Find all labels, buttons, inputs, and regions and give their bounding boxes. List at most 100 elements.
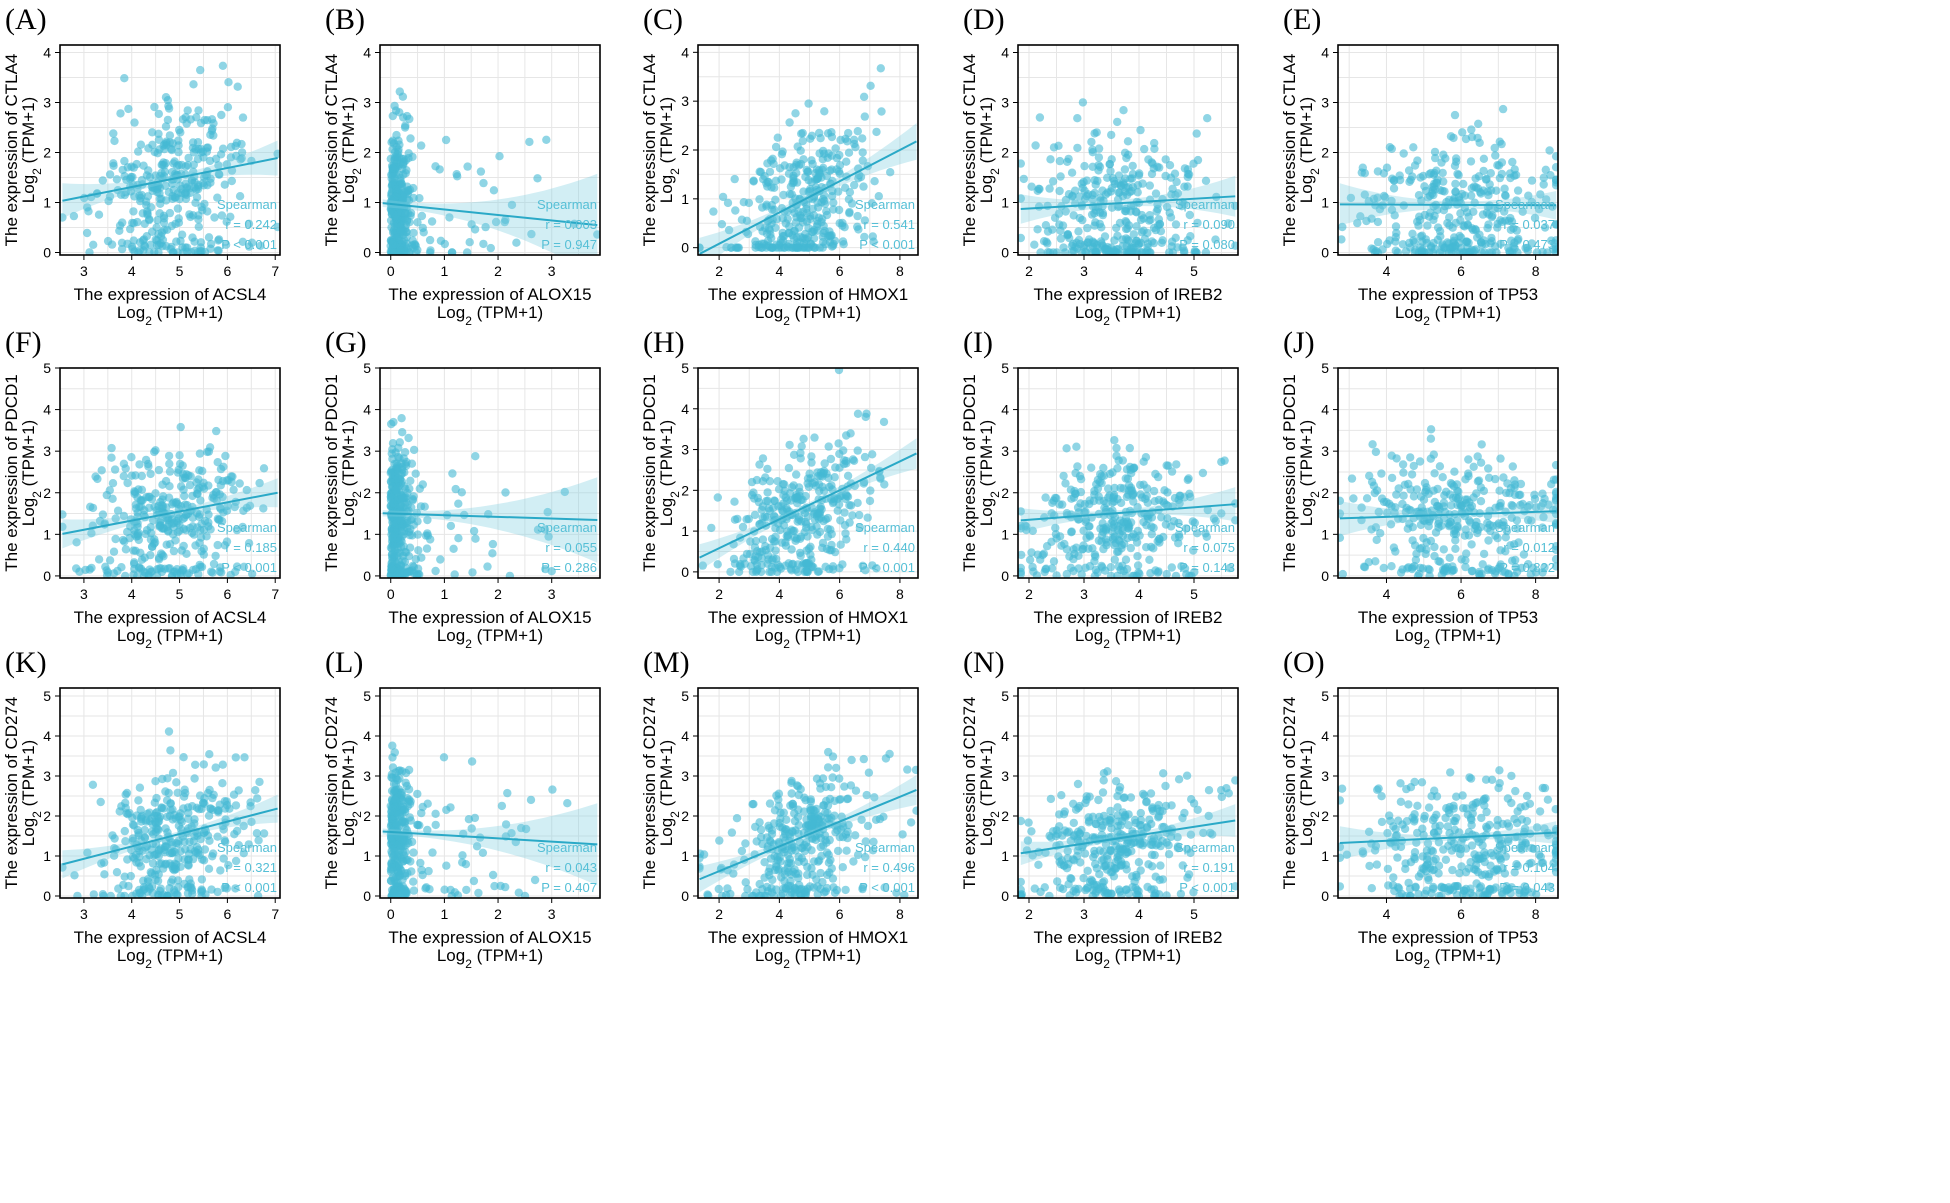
- data-point: [134, 147, 143, 156]
- data-point: [1527, 516, 1536, 525]
- data-point: [234, 786, 243, 795]
- data-point: [1104, 484, 1113, 493]
- data-point: [1175, 491, 1184, 500]
- data-point: [231, 856, 241, 866]
- data-point: [169, 518, 179, 528]
- data-point: [401, 169, 410, 178]
- data-point: [818, 155, 827, 164]
- data-point: [155, 859, 164, 868]
- data-point: [191, 541, 200, 550]
- stat-method: Spearman: [855, 520, 915, 535]
- data-point: [851, 143, 860, 152]
- data-point: [111, 534, 120, 544]
- data-point: [1056, 172, 1065, 181]
- data-point: [760, 512, 770, 521]
- data-point: [867, 199, 877, 208]
- fit-line: [382, 830, 598, 846]
- data-point: [775, 562, 785, 572]
- data-point: [698, 561, 707, 570]
- data-point: [1346, 193, 1356, 203]
- data-point: [1047, 537, 1056, 546]
- data-point: [1201, 176, 1211, 185]
- data-point: [1461, 556, 1470, 565]
- y-tick-label: 0: [363, 245, 371, 261]
- data-point: [1536, 502, 1546, 511]
- data-point: [1087, 210, 1097, 219]
- data-point: [463, 162, 472, 171]
- y-tick-label: 2: [1001, 145, 1009, 161]
- y-tick-label: 3: [363, 443, 371, 459]
- y-axis-unit: Log2 (TPM+1): [1297, 420, 1322, 526]
- data-point: [388, 240, 398, 249]
- x-tick-label: 7: [271, 586, 279, 602]
- data-point: [1098, 519, 1107, 528]
- data-point: [193, 138, 203, 147]
- data-point: [255, 478, 264, 488]
- data-point: [1107, 130, 1116, 140]
- x-tick-label: 6: [1457, 586, 1465, 602]
- data-point: [129, 207, 138, 216]
- x-tick-label: 2: [715, 586, 723, 602]
- data-point: [1230, 201, 1238, 211]
- data-point: [489, 186, 499, 195]
- data-point: [467, 757, 477, 766]
- data-point: [1368, 440, 1377, 449]
- data-point: [200, 799, 209, 809]
- data-point: [389, 885, 398, 894]
- data-point: [1019, 174, 1028, 184]
- y-tick-label: 2: [363, 145, 371, 161]
- stat-r: r = 0.003: [545, 217, 597, 232]
- data-point: [105, 170, 115, 179]
- x-tick-label: 6: [836, 263, 844, 279]
- data-point: [388, 753, 397, 762]
- data-point: [208, 793, 217, 803]
- data-point: [457, 488, 466, 497]
- data-point: [405, 799, 415, 809]
- plot-frame: [379, 44, 601, 256]
- data-point: [1175, 532, 1184, 542]
- data-point: [1192, 529, 1202, 538]
- data-point: [440, 239, 449, 249]
- data-point: [103, 568, 113, 577]
- x-tick-label: 4: [1383, 586, 1391, 602]
- data-point: [836, 540, 845, 549]
- data-point: [1113, 231, 1122, 240]
- data-point: [806, 134, 815, 143]
- data-point: [1209, 514, 1219, 523]
- data-point: [842, 456, 851, 466]
- data-point: [713, 493, 722, 502]
- data-point: [181, 243, 190, 252]
- data-point: [399, 157, 408, 167]
- data-point: [238, 113, 248, 122]
- data-point: [388, 550, 397, 559]
- y-tick-label: 3: [43, 443, 51, 459]
- data-point: [1427, 189, 1437, 198]
- data-point: [198, 178, 208, 188]
- data-point: [218, 61, 228, 70]
- data-point: [1118, 456, 1128, 465]
- data-point: [479, 178, 488, 188]
- data-point: [232, 138, 242, 147]
- data-point: [386, 468, 395, 478]
- data-point: [1428, 248, 1437, 255]
- y-axis-title: The expression of CTLA4: [640, 54, 659, 247]
- data-point: [392, 571, 402, 578]
- data-point: [1379, 169, 1389, 178]
- data-point: [1460, 191, 1470, 200]
- y-tick-label: 4: [1321, 402, 1329, 418]
- data-point: [1512, 196, 1521, 205]
- data-point: [842, 491, 851, 501]
- data-point: [813, 530, 822, 539]
- data-point: [860, 452, 870, 462]
- data-point: [1473, 452, 1482, 461]
- data-point: [1338, 222, 1347, 232]
- data-point: [828, 562, 838, 571]
- data-point: [807, 458, 816, 467]
- data-point: [1087, 137, 1096, 147]
- stat-method: Spearman: [217, 197, 277, 212]
- data-point: [1180, 248, 1189, 255]
- data-point: [1112, 443, 1121, 453]
- data-point: [1061, 479, 1070, 488]
- data-point: [395, 108, 404, 117]
- data-point: [1431, 153, 1440, 163]
